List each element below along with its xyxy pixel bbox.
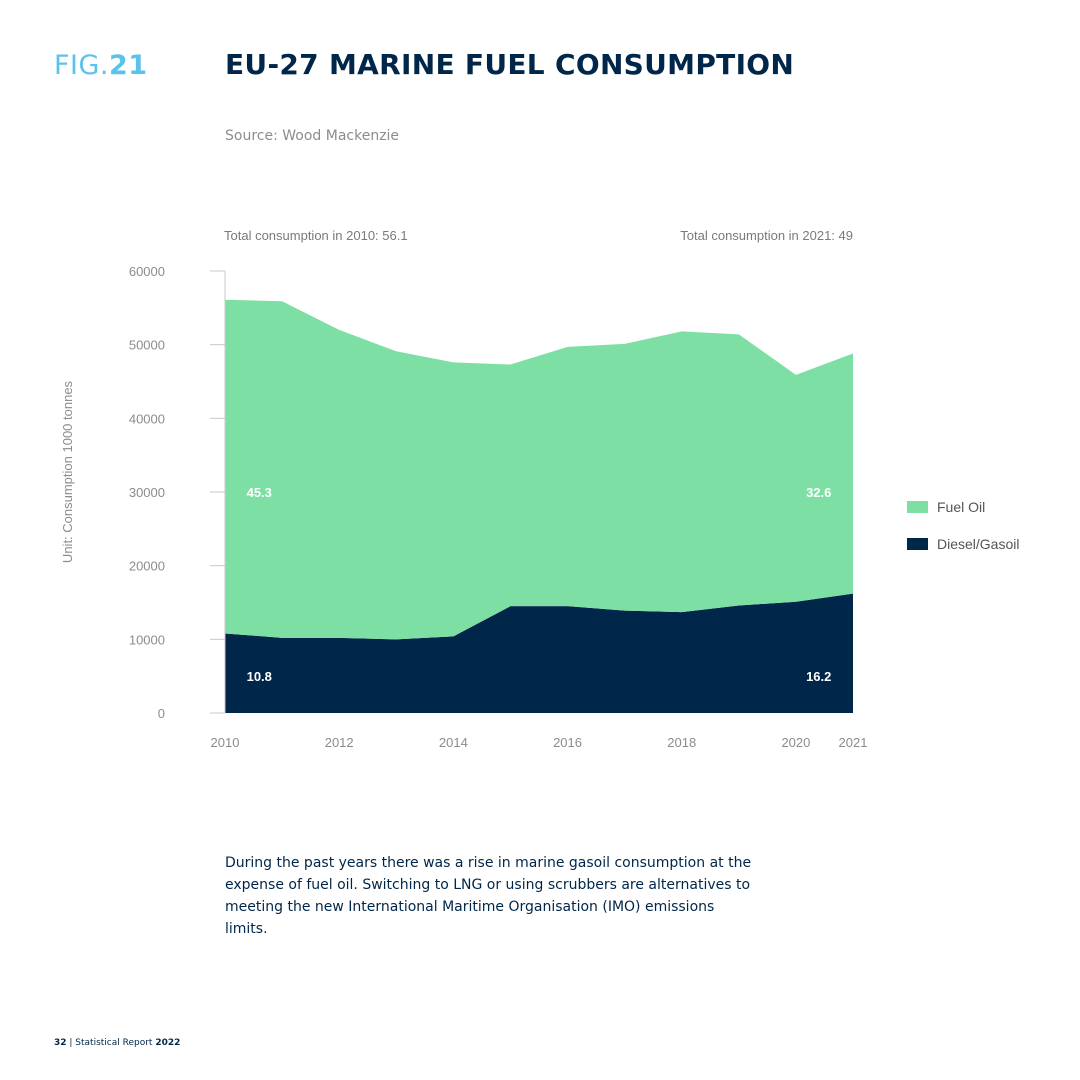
data-label-fuel-oil-2010: 45.3 [247, 485, 272, 500]
legend-label: Diesel/Gasoil [937, 536, 1019, 552]
footer-separator: | [66, 1038, 76, 1048]
y-tick-label: 20000 [129, 559, 165, 574]
x-tick-label: 2010 [211, 735, 240, 750]
data-label-diesel-2010: 10.8 [247, 669, 272, 684]
annotation-total-2010: Total consumption in 2010: 56.1 [224, 228, 408, 243]
legend: Fuel Oil Diesel/Gasoil [907, 499, 1019, 552]
page-title: EU-27 MARINE FUEL CONSUMPTION [225, 48, 795, 81]
legend-swatch [907, 501, 928, 513]
area-diesel-gasoil [225, 593, 853, 713]
annotation-total-2021: Total consumption in 2021: 49 [680, 228, 853, 243]
series-layer [225, 299, 853, 713]
caption-text: During the past years there was a rise i… [225, 855, 752, 937]
data-label-layer: 45.3 32.6 10.8 16.2 [247, 485, 832, 684]
x-tick-label: 2014 [439, 735, 468, 750]
x-tick-label: 2012 [325, 735, 354, 750]
report-year: 2022 [155, 1038, 181, 1048]
y-tick-label: 50000 [129, 338, 165, 353]
area-chart: Total consumption in 2010: 56.1 Total co… [60, 228, 1019, 750]
area-fuel-oil [225, 299, 853, 640]
legend-swatch [907, 538, 928, 550]
report-name: Statistical Report [75, 1038, 153, 1048]
page-number: 32 [54, 1038, 67, 1048]
y-tick-label: 40000 [129, 411, 165, 426]
x-tick-label: 2018 [667, 735, 696, 750]
x-tick-label: 2016 [553, 735, 582, 750]
y-tick-label: 0 [158, 706, 165, 721]
x-tick-label: 2021 [839, 735, 868, 750]
figure-prefix: FIG. [54, 50, 109, 81]
y-tick-label: 30000 [129, 485, 165, 500]
figure-label: FIG.21 [54, 50, 148, 81]
legend-label: Fuel Oil [937, 499, 985, 515]
data-label-fuel-oil-2021: 32.6 [806, 485, 831, 500]
data-label-diesel-2021: 16.2 [806, 669, 831, 684]
y-tick-label: 60000 [129, 264, 165, 279]
figure-number: 21 [109, 50, 148, 81]
y-axis-label: Unit: Consumption 1000 tonnes [60, 380, 75, 563]
y-tick-label: 10000 [129, 632, 165, 647]
source-note: Source: Wood Mackenzie [225, 128, 400, 144]
x-tick-label: 2020 [781, 735, 810, 750]
page-footer: 32 | Statistical Report 2022 [54, 1038, 180, 1048]
axis-layer: 0 10000 20000 30000 40000 50000 60000 2010 2012 2… [129, 264, 868, 750]
